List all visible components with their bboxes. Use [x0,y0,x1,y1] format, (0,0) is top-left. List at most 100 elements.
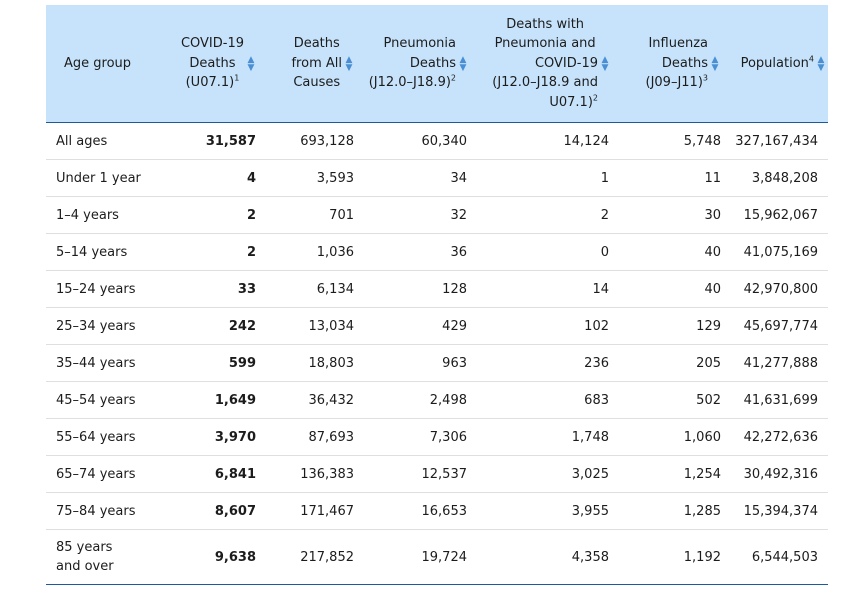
sort-up-down-icon[interactable]: ▲ ▼ [711,54,719,73]
cell-covid-deaths: 2 [163,196,257,234]
sort-up-down-icon[interactable]: ▲ ▼ [817,54,825,73]
cell-population: 45,697,774 [721,307,828,345]
cell-age-group: All ages [46,122,163,160]
cell-influenza-deaths: 40 [611,270,721,308]
cell-covid-deaths: 599 [163,344,257,382]
cell-pneumonia-deaths: 19,724 [355,529,469,585]
cell-age-group: 15–24 years [46,270,163,308]
column-header-influenza-deaths[interactable]: Influenza Deaths (J09–J11)3 ▲ ▼ [611,5,721,123]
header-line: Pneumonia and [494,36,596,52]
cell-population: 42,272,636 [721,418,828,456]
cell-all-causes: 136,383 [257,455,355,493]
column-header-covid-deaths[interactable]: COVID-19 Deaths (U07.1)1 ▲ ▼ [163,5,257,123]
cell-all-causes: 171,467 [257,492,355,530]
table-header-row: Age group COVID-19 Deaths (U07.1)1 ▲ ▼ De… [46,5,828,123]
table-row: 85 years and over 9,638 217,852 19,724 4,358… [46,529,828,585]
cell-population: 41,277,888 [721,344,828,382]
header-line: (J12.0–J18.9 and [492,75,598,91]
header-line: Influenza [648,36,708,52]
table-row: 15–24 years 33 6,134 128 14 40 42,970,800 [46,270,828,308]
cell-age-group: 75–84 years [46,492,163,530]
header-line: Deaths [661,55,708,71]
cell-covid-deaths: 4 [163,159,257,197]
cell-all-causes: 3,593 [257,159,355,197]
header-line: Deaths with [506,16,585,32]
sort-up-down-icon[interactable]: ▲ ▼ [459,54,467,73]
cell-population: 41,631,699 [721,381,828,419]
cell-pneumonia-and-covid: 14,124 [469,122,611,160]
cell-covid-deaths: 6,841 [163,455,257,493]
table-row: 75–84 years 8,607 171,467 16,653 3,955 1,285 1… [46,492,828,530]
cell-population: 327,167,434 [721,122,828,160]
cell-population: 30,492,316 [721,455,828,493]
header-line: Age group [64,55,132,71]
cell-pneumonia-and-covid: 236 [469,344,611,382]
cell-population: 15,394,374 [721,492,828,530]
table-row: 25–34 years 242 13,034 429 102 129 45,697,774 [46,307,828,345]
cell-age-group: 45–54 years [46,381,163,419]
cell-all-causes: 1,036 [257,233,355,271]
cell-population: 6,544,503 [721,529,828,585]
table-row: 45–54 years 1,649 36,432 2,498 683 502 41,631,… [46,381,828,419]
sort-up-down-icon[interactable]: ▲ ▼ [601,54,609,73]
cell-pneumonia-deaths: 36 [355,233,469,271]
cell-pneumonia-and-covid: 102 [469,307,611,345]
cell-influenza-deaths: 205 [611,344,721,382]
footnote-marker: 3 [702,73,708,83]
cell-pneumonia-deaths: 429 [355,307,469,345]
cell-age-group: 1–4 years [46,196,163,234]
header-line: U07.1) [549,94,593,110]
deaths-table-container: Age group COVID-19 Deaths (U07.1)1 ▲ ▼ De… [46,5,828,585]
deaths-by-age-table: Age group COVID-19 Deaths (U07.1)1 ▲ ▼ De… [46,5,828,585]
cell-pneumonia-and-covid: 1 [469,159,611,197]
cell-pneumonia-and-covid: 1,748 [469,418,611,456]
column-header-population[interactable]: Population4 ▲ ▼ [721,5,828,123]
table-row: 65–74 years 6,841 136,383 12,537 3,025 1,254 3… [46,455,828,493]
cell-covid-deaths: 2 [163,233,257,271]
header-line: Deaths [293,36,340,52]
cell-influenza-deaths: 11 [611,159,721,197]
cell-covid-deaths: 9,638 [163,529,257,585]
sort-up-down-icon[interactable]: ▲ ▼ [345,54,353,73]
header-line: Causes [293,75,341,91]
cell-age-group: 5–14 years [46,233,163,271]
footnote-marker: 2 [450,73,456,83]
column-header-all-causes[interactable]: Deaths from All Causes ▲ ▼ [257,5,355,123]
cell-all-causes: 6,134 [257,270,355,308]
cell-pneumonia-and-covid: 0 [469,233,611,271]
cell-influenza-deaths: 1,254 [611,455,721,493]
cell-pneumonia-deaths: 7,306 [355,418,469,456]
cell-pneumonia-and-covid: 3,025 [469,455,611,493]
cell-pneumonia-deaths: 34 [355,159,469,197]
header-line: from All [291,55,342,71]
cell-covid-deaths: 1,649 [163,381,257,419]
cell-age-group: 35–44 years [46,344,163,382]
table-body: All ages 31,587 693,128 60,340 14,124 5,748 32… [46,122,828,585]
cell-influenza-deaths: 129 [611,307,721,345]
cell-covid-deaths: 33 [163,270,257,308]
header-line: COVID-19 [180,36,244,52]
table-row: Under 1 year 4 3,593 34 1 11 3,848,208 [46,159,828,197]
cell-pneumonia-and-covid: 2 [469,196,611,234]
column-header-age-group: Age group [46,5,163,123]
cell-pneumonia-and-covid: 14 [469,270,611,308]
cell-covid-deaths: 242 [163,307,257,345]
cell-pneumonia-deaths: 16,653 [355,492,469,530]
cell-covid-deaths: 8,607 [163,492,257,530]
table-row: 55–64 years 3,970 87,693 7,306 1,748 1,060 42,… [46,418,828,456]
cell-influenza-deaths: 1,192 [611,529,721,585]
header-line: Population [740,55,809,71]
cell-all-causes: 13,034 [257,307,355,345]
cell-all-causes: 217,852 [257,529,355,585]
cell-population: 3,848,208 [721,159,828,197]
column-header-pneumonia-and-covid[interactable]: Deaths with Pneumonia and COVID-19 (J12.… [469,5,611,123]
column-header-pneumonia-deaths[interactable]: Pneumonia Deaths (J12.0–J18.9)2 ▲ ▼ [355,5,469,123]
cell-pneumonia-deaths: 2,498 [355,381,469,419]
cell-all-causes: 87,693 [257,418,355,456]
cell-influenza-deaths: 1,060 [611,418,721,456]
sort-up-down-icon[interactable]: ▲ ▼ [247,54,255,73]
cell-covid-deaths: 3,970 [163,418,257,456]
cell-pneumonia-deaths: 128 [355,270,469,308]
cell-influenza-deaths: 5,748 [611,122,721,160]
cell-age-group: 65–74 years [46,455,163,493]
